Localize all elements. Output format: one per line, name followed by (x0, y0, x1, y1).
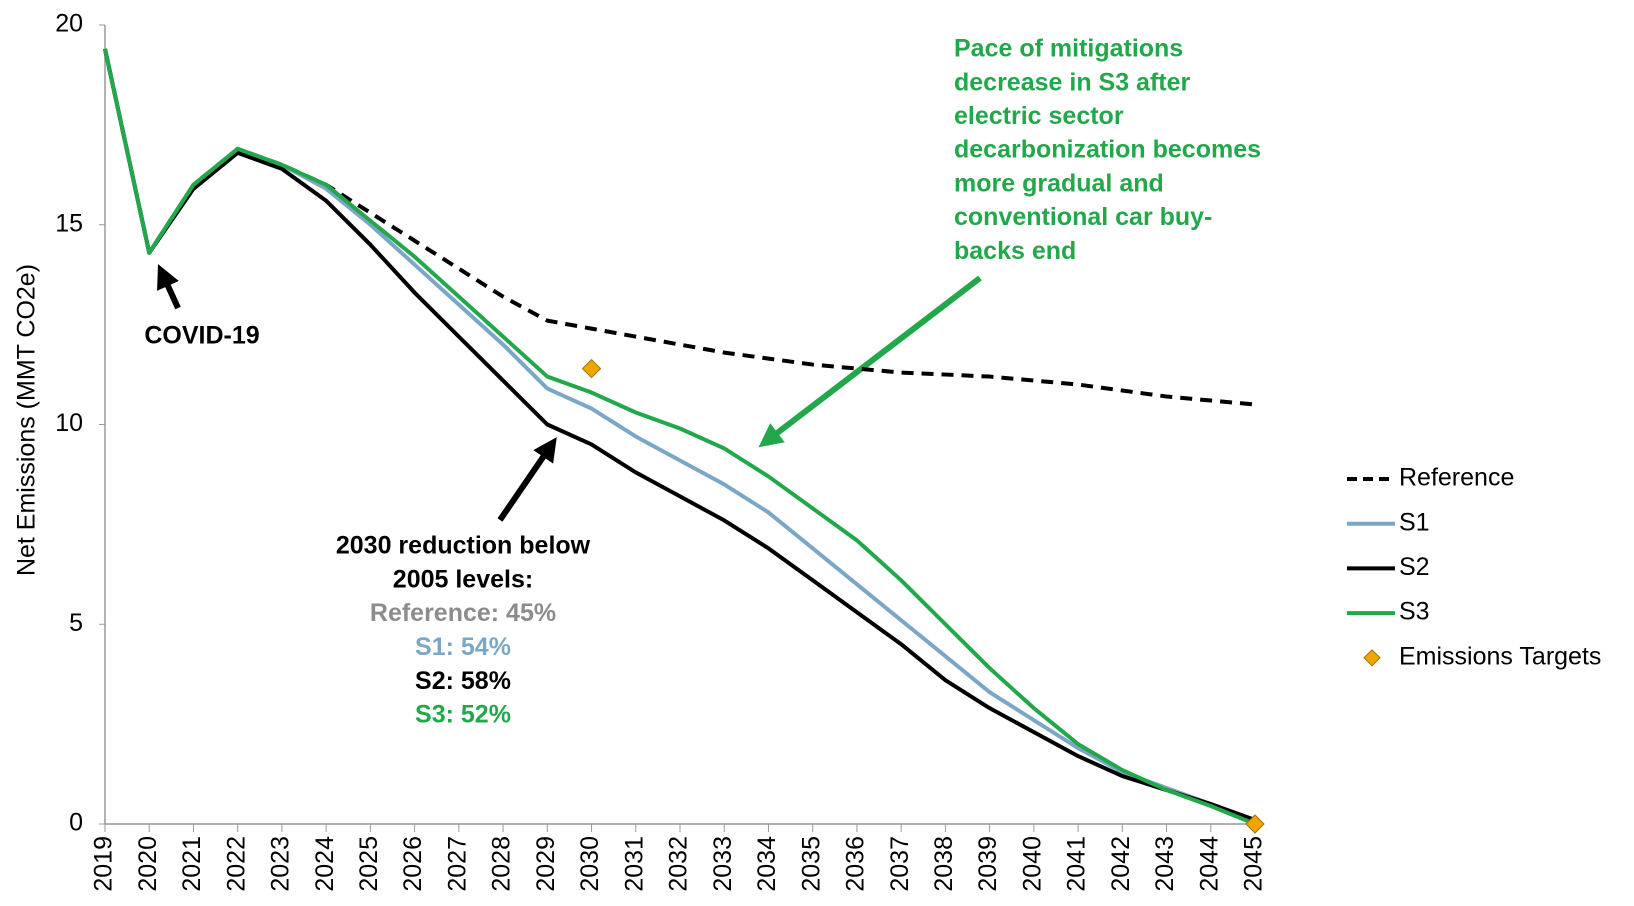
y-tick-label: 10 (55, 409, 83, 437)
x-tick-label: 2029 (532, 836, 560, 892)
x-tick-label: 2033 (709, 836, 737, 892)
y-tick-label: 5 (69, 609, 83, 637)
y-axis-label: Net Emissions (MMT CO2e) (13, 264, 41, 576)
x-tick-label: 2021 (178, 836, 206, 892)
y-tick-label: 15 (55, 209, 83, 237)
x-tick-label: 2036 (842, 836, 870, 892)
annotation: backs end (954, 237, 1076, 265)
annotation: decrease in S3 after (954, 68, 1191, 96)
arrow (157, 264, 181, 310)
y-tick-label: 20 (55, 10, 83, 38)
annotation: S2: 58% (415, 667, 511, 695)
legend-label: Reference (1399, 464, 1514, 492)
x-tick-label: 2026 (399, 836, 427, 892)
legend-label: S3 (1399, 598, 1430, 626)
legend-label: Emissions Targets (1399, 642, 1601, 670)
annotation: 2030 reduction below (336, 532, 591, 560)
series-line (103, 48, 1256, 822)
x-tick-label: 2027 (443, 836, 471, 892)
arrow (758, 275, 982, 448)
x-tick-label: 2034 (753, 836, 781, 892)
arrow (497, 437, 557, 522)
annotation: conventional car buy- (954, 203, 1212, 231)
x-tick-label: 2037 (886, 836, 914, 892)
x-tick-label: 2028 (488, 836, 516, 892)
annotation: decarbonization becomes (954, 136, 1261, 164)
target-marker (581, 358, 602, 379)
annotation: more gradual and (954, 169, 1164, 197)
annotation: COVID-19 (144, 322, 259, 350)
target-marker (1245, 814, 1265, 834)
x-tick-label: 2041 (1063, 836, 1091, 892)
x-tick-label: 2040 (1018, 836, 1046, 892)
x-tick-label: 2038 (930, 836, 958, 892)
x-tick-label: 2023 (267, 836, 295, 892)
legend-label: S2 (1399, 553, 1430, 581)
x-tick-label: 2030 (576, 836, 604, 892)
legend-label: S1 (1399, 508, 1430, 536)
annotation: 2005 levels: (393, 565, 533, 593)
x-tick-label: 2020 (134, 836, 162, 892)
x-tick-label: 2044 (1195, 836, 1223, 892)
annotation: electric sector (954, 102, 1124, 130)
annotation: Reference: 45% (370, 599, 556, 627)
x-tick-label: 2031 (620, 836, 648, 892)
x-tick-label: 2035 (797, 836, 825, 892)
annotation: Pace of mitigations (954, 35, 1183, 63)
x-tick-label: 2022 (222, 836, 250, 892)
x-tick-label: 2039 (974, 836, 1002, 892)
legend-marker (1363, 649, 1381, 667)
y-tick-label: 0 (69, 809, 83, 837)
x-tick-label: 2025 (355, 836, 383, 892)
x-tick-label: 2042 (1107, 836, 1135, 892)
x-tick-label: 2019 (90, 836, 118, 892)
x-tick-label: 2043 (1151, 836, 1179, 892)
series-line (103, 48, 1256, 826)
x-tick-label: 2024 (311, 836, 339, 892)
annotation: S3: 52% (415, 701, 511, 729)
annotation: S1: 54% (415, 633, 511, 661)
x-tick-label: 2032 (665, 836, 693, 892)
x-tick-label: 2045 (1240, 836, 1268, 892)
